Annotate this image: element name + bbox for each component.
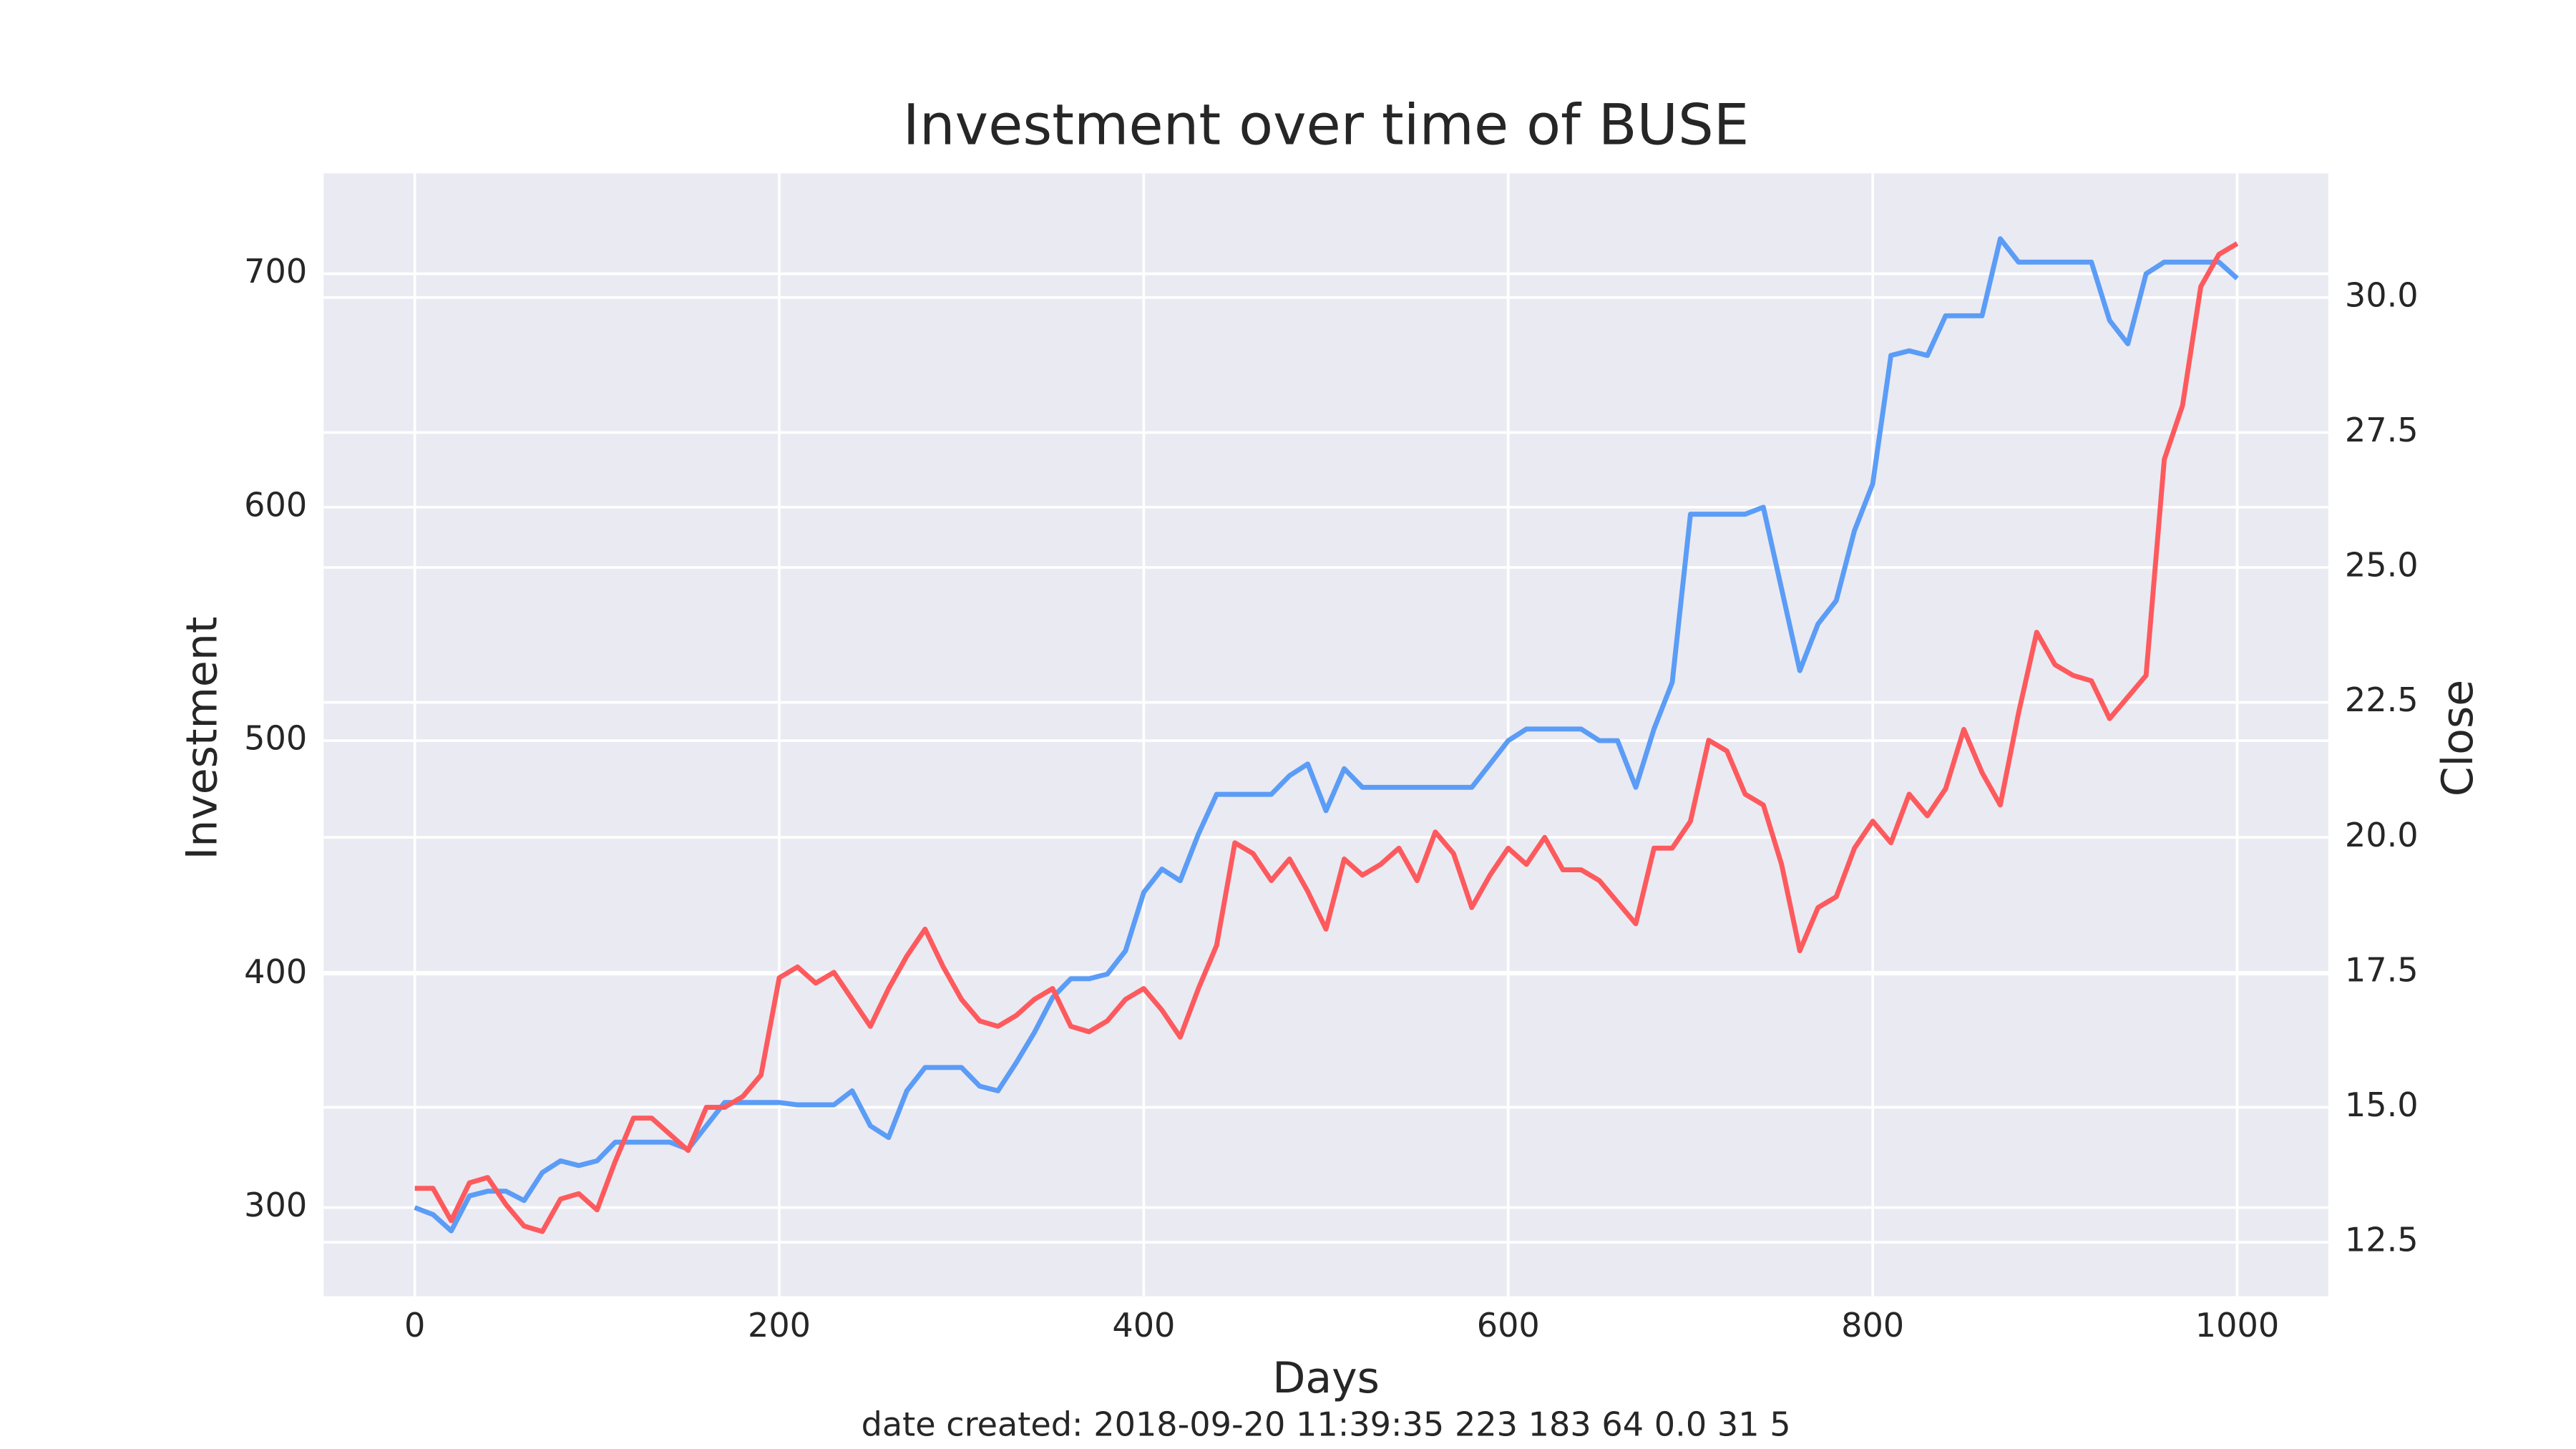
y2-tick-label: 30.0 — [2345, 275, 2419, 314]
x-tick-label: 0 — [404, 1306, 425, 1345]
y-tick-label: 700 — [244, 252, 307, 291]
y2-tick-label: 12.5 — [2345, 1221, 2419, 1259]
series-line — [414, 241, 2239, 1234]
x-tick-label: 600 — [1477, 1306, 1540, 1345]
series-line — [414, 236, 2239, 1234]
y-tick-label: 300 — [244, 1186, 307, 1224]
y2-tick-label: 22.5 — [2345, 680, 2419, 719]
plot-area — [323, 173, 2328, 1297]
chart-title: Investment over time of BUSE — [903, 92, 1750, 157]
y-tick-label: 400 — [244, 952, 307, 991]
x-tick-label: 800 — [1841, 1306, 1904, 1345]
grid — [323, 173, 2328, 1297]
lines — [414, 236, 2239, 1234]
x-axis-label: Days — [1272, 1353, 1380, 1403]
y-tick-label: 500 — [244, 719, 307, 758]
x-tick-label: 400 — [1112, 1306, 1175, 1345]
y2-tick-label: 27.5 — [2345, 411, 2419, 449]
footer: date created: 2018-09-20 11:39:35 223 18… — [862, 1405, 1791, 1443]
x-tick-label: 1000 — [2195, 1306, 2279, 1345]
y2-axis-label: Close — [2433, 680, 2483, 796]
y-tick-label: 600 — [244, 485, 307, 524]
y2-tick-label: 15.0 — [2345, 1085, 2419, 1124]
y-axis-label: Investment — [177, 617, 228, 860]
y2-tick-label: 20.0 — [2345, 816, 2419, 854]
x-tick-label: 200 — [748, 1306, 811, 1345]
y2-tick-label: 17.5 — [2345, 950, 2419, 989]
y2-tick-label: 25.0 — [2345, 546, 2419, 585]
